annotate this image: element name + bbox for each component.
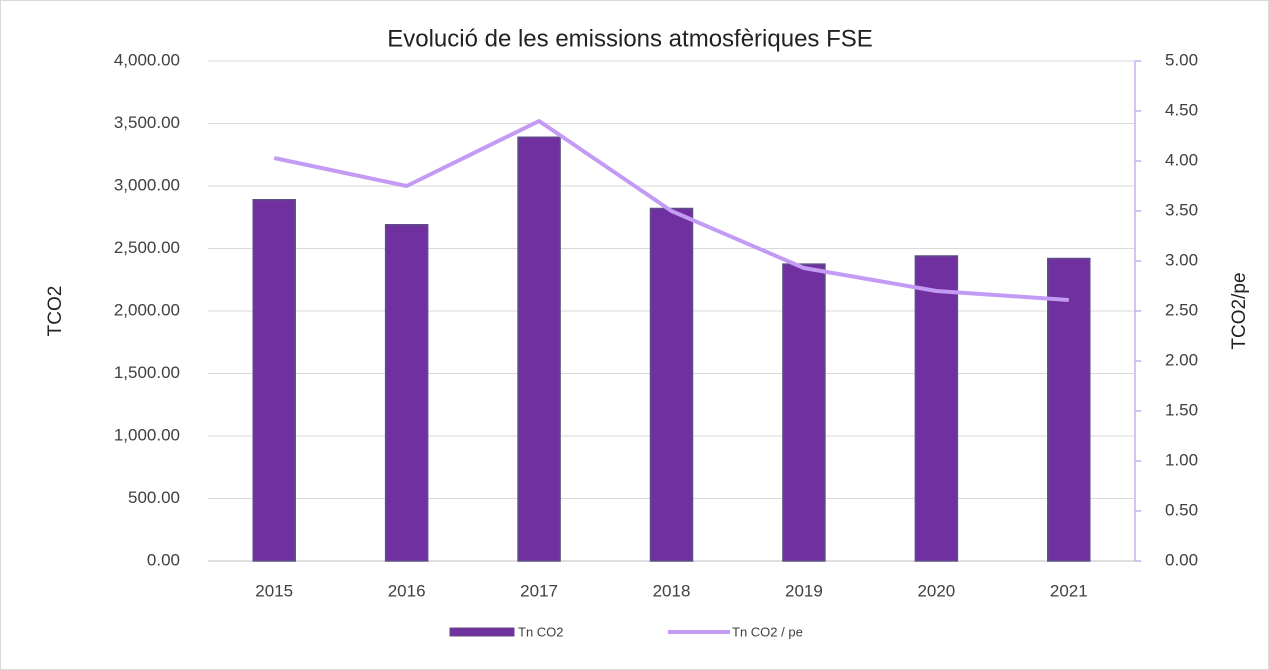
- x-tick-label: 2019: [785, 581, 823, 600]
- line: [273, 119, 1069, 302]
- y-tick-label: 3,500.00: [114, 113, 180, 132]
- y2-tick-label: 3.50: [1165, 200, 1198, 219]
- bar: [252, 199, 296, 562]
- bar: [914, 255, 959, 562]
- y-axis-title: TCO2: [45, 286, 66, 337]
- bar: [384, 224, 429, 562]
- legend-label: Tn CO2 / pe: [732, 624, 803, 639]
- bar: [1047, 257, 1091, 562]
- y-tick-label: 2,500.00: [114, 238, 180, 257]
- y2-tick-label: 2.00: [1165, 350, 1198, 369]
- y2-tick-label: 1.00: [1165, 450, 1198, 469]
- y2-tick-label: 4.50: [1165, 100, 1198, 119]
- x-tick-label: 2021: [1050, 581, 1088, 600]
- legend-swatch: [449, 627, 515, 637]
- x-tick-label: 2016: [388, 581, 426, 600]
- x-tick-label: 2020: [917, 581, 955, 600]
- y2-tick-label: 1.50: [1165, 400, 1198, 419]
- x-tick-label: 2018: [653, 581, 691, 600]
- y-tick-label: 3,000.00: [114, 175, 180, 194]
- y2-tick-label: 0.00: [1165, 550, 1198, 569]
- bar: [517, 136, 561, 562]
- y2-tick-label: 0.50: [1165, 500, 1198, 519]
- y-tick-label: 1,000.00: [114, 425, 180, 444]
- y-tick-label: 500.00: [128, 488, 180, 507]
- y-tick-label: 2,000.00: [114, 300, 180, 319]
- y2-tick-label: 4.00: [1165, 150, 1198, 169]
- x-tick-label: 2015: [255, 581, 293, 600]
- y-tick-label: 0.00: [147, 550, 180, 569]
- x-tick-label: 2017: [520, 581, 558, 600]
- y-tick-label: 4,000.00: [114, 50, 180, 69]
- y2-tick-label: 2.50: [1165, 300, 1198, 319]
- legend-label: Tn CO2: [518, 624, 564, 639]
- y2-tick-label: 3.00: [1165, 250, 1198, 269]
- bar: [649, 207, 694, 562]
- y2-tick-label: 5.00: [1165, 50, 1198, 69]
- chart-title: Evolució de les emissions atmosfèriques …: [387, 25, 873, 52]
- bar: [782, 263, 826, 562]
- y-tick-label: 1,500.00: [114, 363, 180, 382]
- y2-axis-title: TCO2/pe: [1229, 272, 1250, 349]
